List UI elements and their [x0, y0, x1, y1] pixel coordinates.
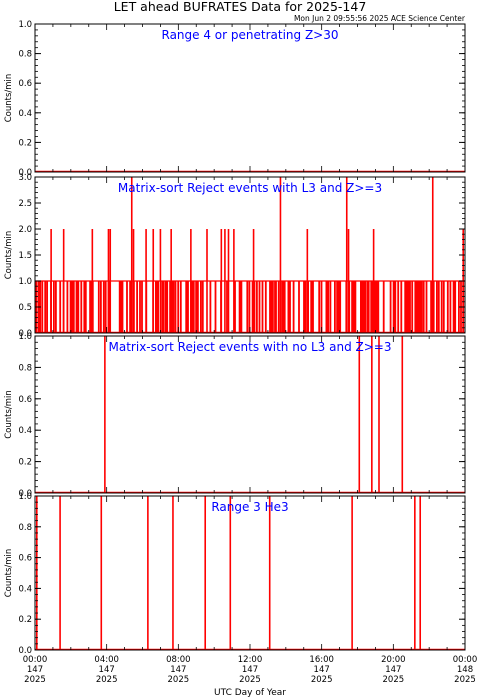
- x-tick-doy: 147: [27, 665, 43, 675]
- x-tick-doy: 147: [99, 665, 115, 675]
- x-tick-year: 2025: [24, 675, 46, 685]
- panels: 0.0 0.2 0.4 0.6 0.8 1.0 Counts/min Range 4 or p…: [4, 20, 466, 656]
- panel-2-dense-data: [35, 280, 465, 334]
- y-tick-label: 0.8: [18, 523, 32, 533]
- y-tick-label: 1.0: [18, 20, 32, 30]
- y-tick-label: 0.0: [18, 646, 32, 656]
- x-tick-year: 2025: [239, 675, 261, 685]
- x-tick-time: 00:00: [23, 655, 48, 665]
- x-tick-doy: 148: [457, 665, 473, 675]
- x-tick-year: 2025: [96, 675, 118, 685]
- y-tick-label: 0.2: [18, 138, 32, 148]
- x-tick-year: 2025: [383, 675, 405, 685]
- y-tick-label: 0.0: [18, 168, 32, 178]
- y-tick-label: 2.5: [18, 199, 32, 209]
- y-tick-label: 0.8: [18, 363, 32, 373]
- chart-title: LET ahead BUFRATES Data for 2025-147: [114, 0, 367, 14]
- y-tick-label: 1.5: [18, 251, 32, 261]
- chart-timestamp: Mon Jun 2 09:55:56 2025 ACE Science Cent…: [294, 14, 466, 23]
- x-tick-time: 04:00: [94, 655, 119, 665]
- y-tick-label: 2.0: [18, 225, 32, 235]
- panel-4-frame: [34, 495, 466, 651]
- panel-3-frame: [34, 335, 466, 494]
- x-tick-time: 00:00: [453, 655, 478, 665]
- y-tick-label: 1.0: [18, 277, 32, 287]
- y-tick-label: 0.6: [18, 395, 32, 405]
- panel-4-ylabel: Counts/min: [4, 549, 14, 598]
- y-tick-label: 1.0: [18, 332, 32, 342]
- x-tick-year: 2025: [454, 675, 476, 685]
- x-axis-label: UTC Day of Year: [214, 688, 286, 698]
- panel-2-label: Matrix-sort Reject events with L3 and Z>…: [118, 181, 382, 195]
- x-tick-time: 08:00: [166, 655, 191, 665]
- x-tick-time: 12:00: [238, 655, 263, 665]
- y-tick-label: 1.0: [18, 492, 32, 502]
- x-tick-doy: 147: [170, 665, 186, 675]
- y-tick-label: 0.8: [18, 50, 32, 60]
- y-tick-label: 0.5: [18, 303, 32, 313]
- x-tick-doy: 147: [242, 665, 258, 675]
- panel-3-label: Matrix-sort Reject events with no L3 and…: [109, 340, 392, 354]
- y-tick-label: 0.6: [18, 79, 32, 89]
- y-tick-label: 0.6: [18, 554, 32, 564]
- x-tick-year: 2025: [168, 675, 190, 685]
- y-tick-label: 0.2: [18, 458, 32, 468]
- panel-2: 0.0 0.5 1.0 1.5 2.0 2.5 3.0 Counts/min Matrix-so…: [4, 173, 466, 339]
- panel-1-ylabel: Counts/min: [4, 74, 14, 123]
- x-tick-time: 20:00: [381, 655, 406, 665]
- x-tick-time: 16:00: [309, 655, 334, 665]
- y-tick-label: 0.4: [18, 584, 32, 594]
- panel-1: 0.0 0.2 0.4 0.6 0.8 1.0 Counts/min Range 4 or p…: [4, 20, 466, 178]
- panel-2-ylabel: Counts/min: [4, 231, 14, 280]
- panel-4-label: Range 3 He3: [211, 500, 288, 514]
- y-tick-label: 3.0: [18, 173, 32, 183]
- panel-3: 0.0 0.2 0.4 0.6 0.8 1.0 Counts/min Matrix-sort …: [4, 332, 466, 499]
- x-tick-year: 2025: [311, 675, 333, 685]
- panel-4: 0.0 0.2 0.4 0.6 0.8 1.0 Counts/min Range 3 He3: [4, 492, 466, 656]
- y-tick-label: 0.0: [18, 329, 32, 339]
- dense-trace: [35, 280, 465, 334]
- x-tick-doy: 147: [385, 665, 401, 675]
- panel-1-frame: [34, 23, 466, 173]
- y-tick-label: 0.4: [18, 426, 32, 436]
- y-tick-label: 0.2: [18, 615, 32, 625]
- panel-1-label: Range 4 or penetrating Z>30: [162, 28, 339, 42]
- y-tick-label: 0.0: [18, 489, 32, 499]
- y-tick-label: 0.4: [18, 109, 32, 119]
- x-axis: 00:00147202504:00147202508:00147202512:0…: [23, 655, 478, 685]
- panel-3-ylabel: Counts/min: [4, 390, 14, 439]
- x-tick-doy: 147: [314, 665, 330, 675]
